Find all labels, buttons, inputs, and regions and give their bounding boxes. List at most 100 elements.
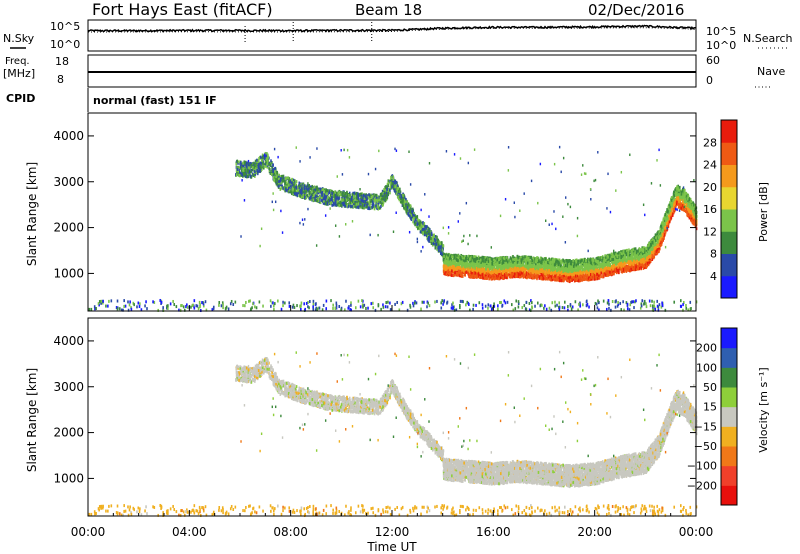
power-echo: [408, 209, 411, 213]
power-echo: [249, 174, 252, 178]
power-echo: [511, 273, 514, 277]
power-echo: [492, 268, 495, 272]
power-echo: [555, 264, 558, 268]
power-echo: [491, 265, 494, 269]
power-echo: [453, 253, 455, 257]
power-echo: [525, 276, 528, 280]
power-echo: [533, 276, 536, 280]
power-echo: [244, 169, 246, 173]
power-echo: [484, 256, 486, 260]
power-echo: [327, 192, 329, 196]
power-echo: [266, 159, 269, 163]
power-echo: [400, 200, 402, 204]
power-echo: [263, 164, 266, 168]
power-echo: [507, 261, 510, 265]
power-echo: [414, 222, 417, 226]
power-echo: [453, 267, 456, 271]
power-echo: [522, 264, 524, 268]
power-echo: [278, 184, 280, 188]
power-echo: [399, 191, 401, 195]
power-echo: [402, 193, 404, 197]
power-echo: [283, 185, 286, 189]
power-echo: [584, 260, 586, 264]
power-echo: [513, 272, 516, 276]
power-echo: [545, 261, 548, 265]
power-echo: [444, 272, 446, 276]
power-echo: [456, 254, 458, 258]
power-echo: [473, 255, 476, 259]
power-echo: [356, 205, 358, 209]
power-echo: [524, 264, 526, 268]
power-echo: [463, 264, 466, 268]
noise-tick-bottom-right: 10^0: [706, 39, 736, 52]
power-echo: [266, 165, 269, 169]
power-echo: [461, 263, 463, 267]
power-echo: [542, 261, 545, 265]
power-echo: [504, 268, 507, 272]
power-echo: [340, 198, 343, 202]
power-echo: [535, 257, 537, 261]
power-echo: [278, 175, 280, 179]
power-echo: [491, 270, 494, 274]
power-echo: [246, 165, 248, 169]
power-echo: [357, 202, 360, 206]
power-echo: [343, 200, 345, 204]
power-echo: [242, 172, 245, 176]
power-echo: [465, 255, 468, 259]
power-echo: [350, 196, 352, 200]
power-echo: [557, 268, 559, 272]
power-echo: [409, 204, 412, 208]
power-echo: [420, 223, 423, 227]
power-echo: [272, 175, 275, 179]
power-echo: [352, 205, 355, 209]
power-echo: [473, 255, 475, 259]
power-echo: [503, 257, 506, 261]
power-echo: [520, 269, 523, 273]
power-echo: [386, 196, 389, 200]
power-echo: [351, 196, 353, 200]
power-echo: [505, 258, 507, 262]
beam-label: Beam 18: [355, 1, 422, 19]
power-echo: [359, 202, 361, 206]
power-echo: [557, 272, 559, 276]
power-echo: [287, 187, 290, 191]
power-echo: [505, 272, 507, 276]
power-echo: [444, 268, 446, 272]
power-echo: [355, 197, 358, 201]
power-echo: [452, 274, 455, 278]
power-echo: [566, 267, 569, 271]
power-echo: [293, 179, 296, 183]
power-echo: [540, 264, 542, 268]
power-echo: [326, 192, 328, 196]
power-echo: [482, 261, 485, 265]
power-echo: [382, 200, 384, 204]
power-echo: [281, 178, 284, 182]
power-echo: [322, 199, 325, 203]
power-echo: [286, 185, 289, 189]
power-echo: [315, 194, 317, 198]
power-echo: [384, 192, 387, 196]
power-echo: [550, 278, 552, 282]
power-echo: [344, 192, 347, 196]
power-echo: [516, 269, 518, 273]
power-echo: [549, 273, 552, 277]
power-echo: [285, 181, 288, 185]
power-echo: [375, 196, 378, 200]
power-echo: [564, 269, 567, 273]
power-echo: [550, 270, 553, 274]
power-echo: [444, 259, 447, 263]
power-echo: [307, 186, 310, 190]
power-echo: [374, 193, 377, 197]
power-echo: [427, 229, 430, 233]
power-echo: [528, 275, 531, 279]
power-echo: [537, 259, 540, 263]
power-echo: [332, 193, 335, 197]
power-echo: [527, 274, 529, 278]
power-echo: [499, 276, 502, 280]
power-echo: [509, 270, 512, 274]
power-echo: [390, 182, 393, 186]
power-echo: [542, 269, 545, 273]
power-echo: [465, 256, 467, 260]
power-echo: [441, 245, 444, 249]
power-echo: [495, 270, 497, 274]
